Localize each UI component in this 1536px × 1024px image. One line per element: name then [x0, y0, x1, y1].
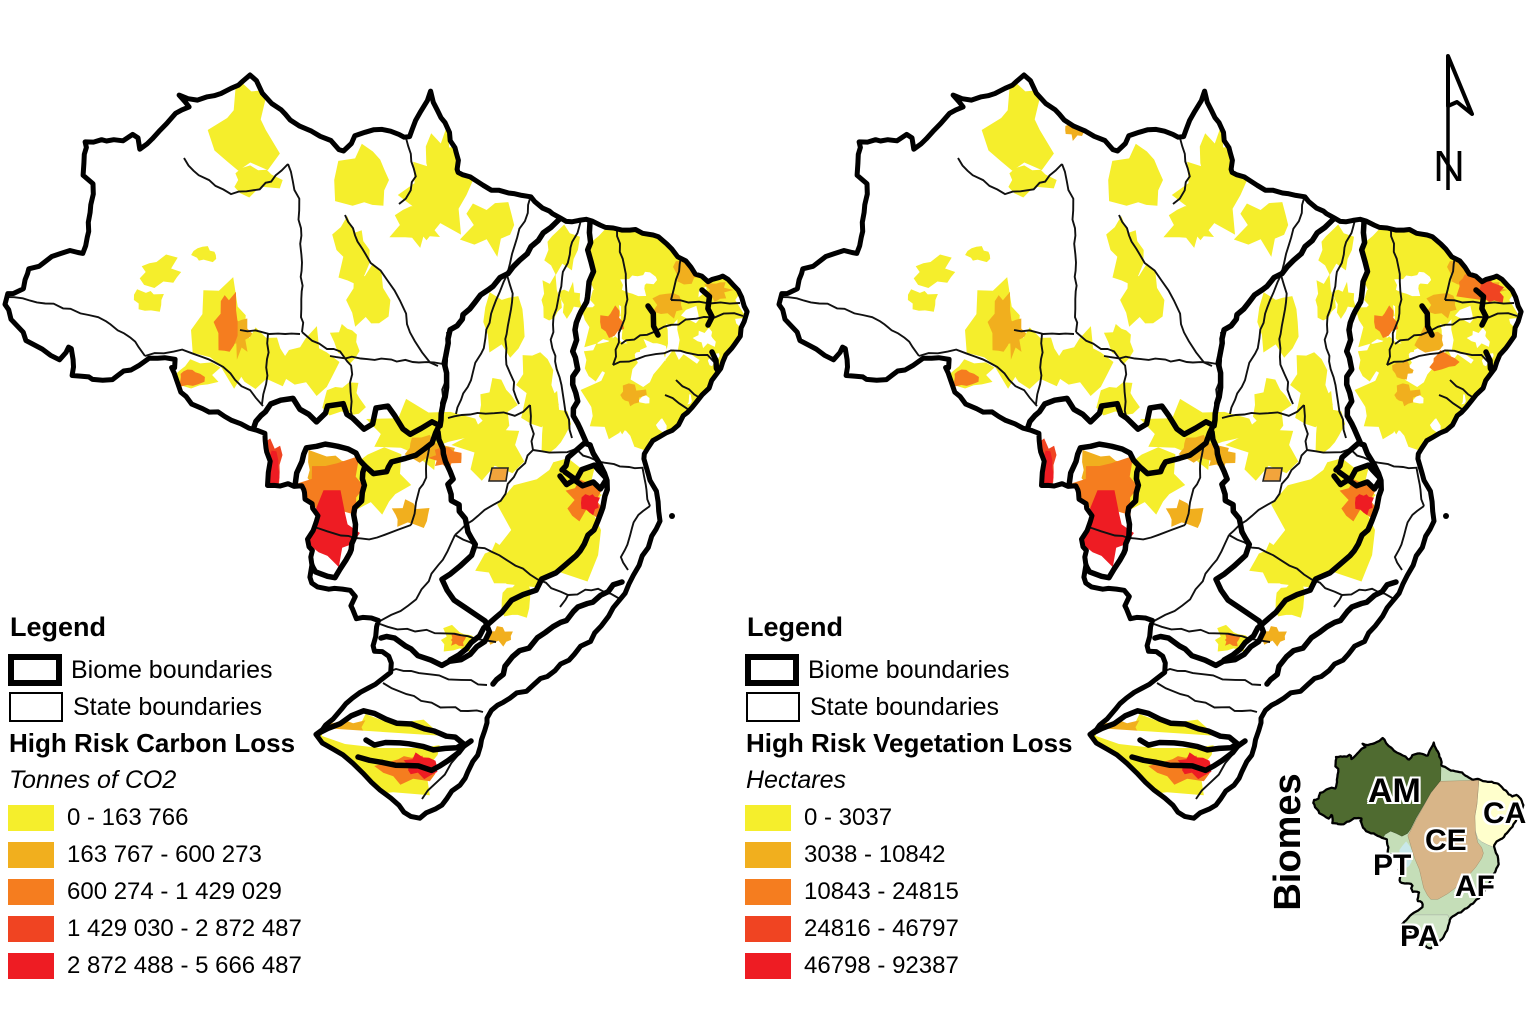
svg-text:N: N — [1433, 142, 1465, 191]
